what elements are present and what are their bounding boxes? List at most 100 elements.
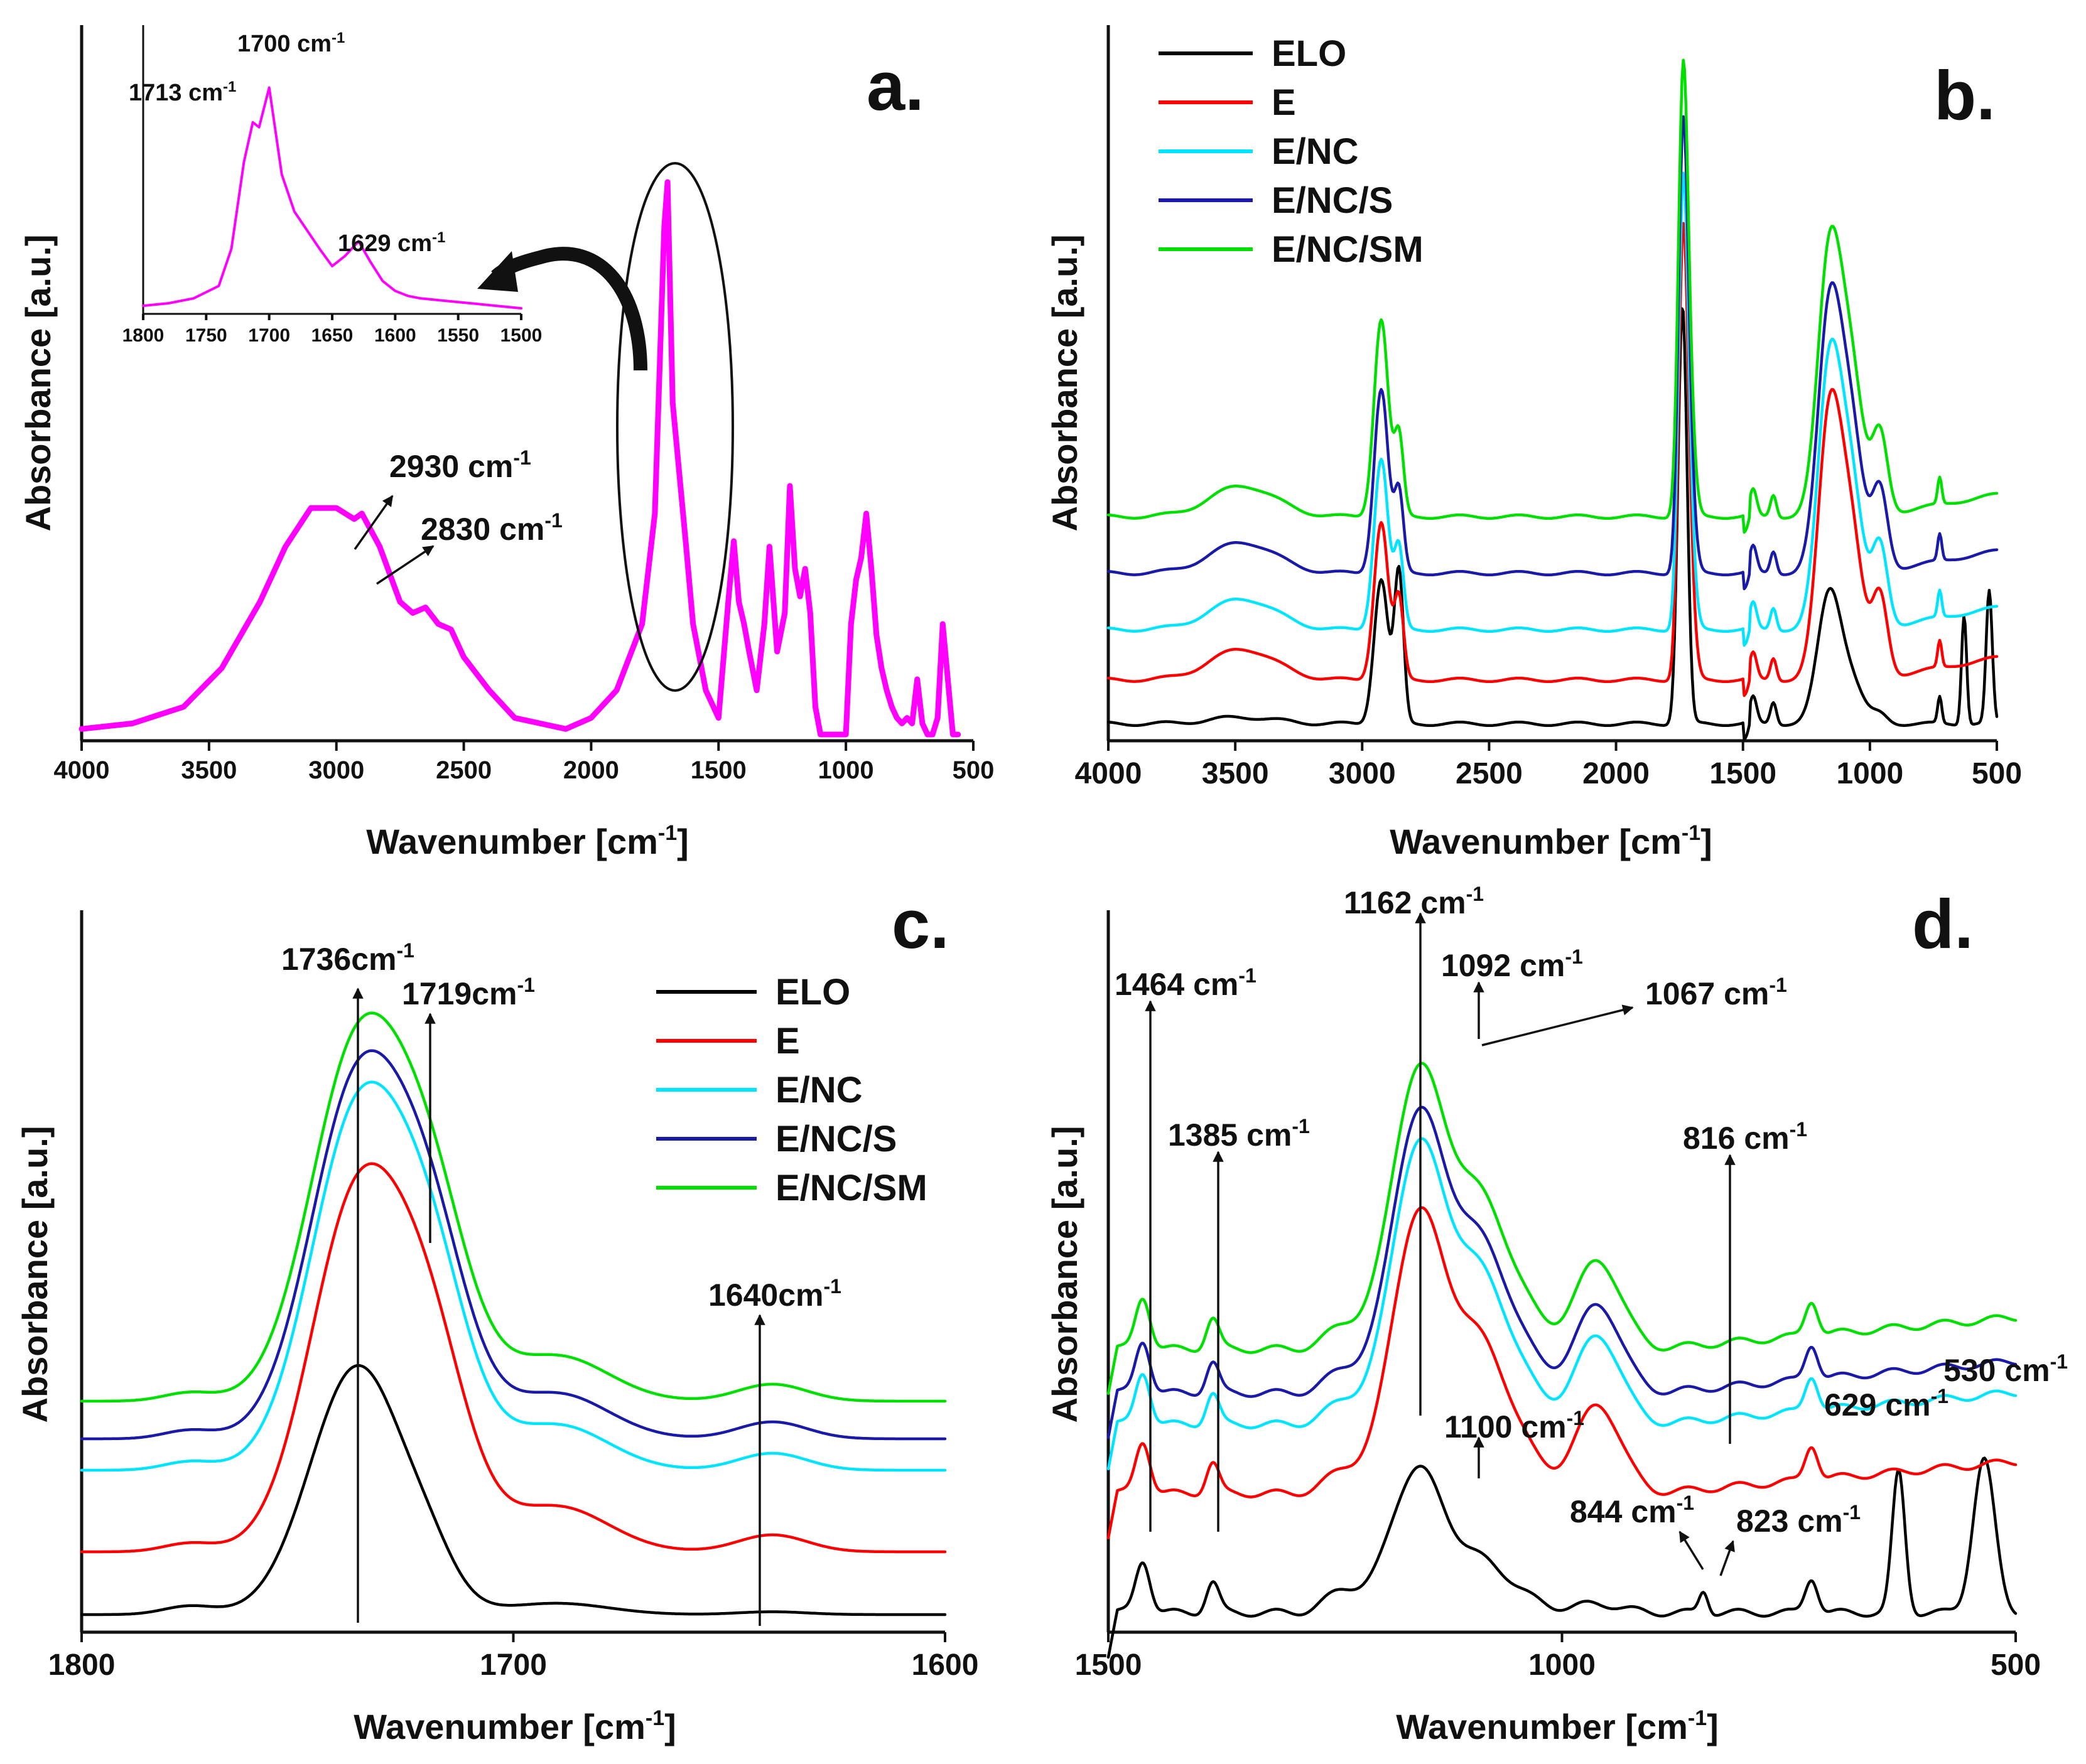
a-highlight-ellipse: [616, 162, 734, 692]
x-tick-label: 3000: [1329, 757, 1396, 790]
x-tick-label: 3500: [181, 756, 237, 784]
x-tick-label: 1750: [185, 325, 227, 346]
d-spectra: [1106, 1062, 2018, 1659]
c-ann-1736: 1736cm-1: [281, 939, 414, 977]
spectrum-elo: [1106, 307, 1999, 741]
inset-ann-1713: 1713 cm-1: [129, 78, 236, 106]
legend-label: ELO: [775, 972, 850, 1013]
d-ann-530: 530 cm-1: [1943, 1350, 2068, 1388]
legend-label: E/NC/S: [1272, 180, 1393, 221]
x-tick-label: 2500: [1456, 757, 1523, 790]
a-arrow-2930: [354, 495, 394, 551]
x-tick-label: 3500: [1202, 757, 1269, 790]
a-xlabel: Wavenumber [cm-1]: [366, 821, 689, 861]
x-tick-label: 1500: [500, 325, 543, 346]
inset-spectrum-line: [142, 86, 522, 310]
spectrum-e-nc-s: [1106, 1105, 2018, 1439]
a-arrow-2830: [376, 545, 435, 585]
legend-label: E: [1272, 82, 1296, 123]
c-ann-1640: 1640cm-1: [708, 1275, 841, 1313]
spectrum-e-nc-sm: [80, 1011, 947, 1403]
x-tick-label: 1550: [437, 325, 479, 346]
spectrum-e-nc-s: [80, 1049, 947, 1441]
panel-a: 4000 3500 3000 2500 2000 1500 1000 500 a. Absor…: [18, 25, 994, 861]
x-tick-label: 1600: [912, 1648, 979, 1682]
x-tick-label: 4000: [1075, 757, 1142, 790]
d-ann-844: 844 cm-1: [1570, 1492, 1694, 1529]
d-ann-1385: 1385 cm-1: [1168, 1115, 1310, 1153]
d-ann-629: 629 cm-1: [1824, 1385, 1948, 1422]
d-ann-1464: 1464 cm-1: [1115, 964, 1256, 1002]
d-ann-1092: 1092 cm-1: [1441, 945, 1583, 983]
legend-label: E: [775, 1021, 800, 1062]
x-tick-label: 2500: [436, 756, 492, 784]
spectrum-e: [1106, 1206, 2018, 1540]
x-tick-label: 2000: [563, 756, 619, 784]
d-ann-823: 823 cm-1: [1736, 1501, 1861, 1539]
d-arrow-823: [1719, 1540, 1735, 1576]
d-panel-label: d.: [1912, 886, 1974, 963]
a-spectrum: [78, 179, 961, 738]
legend-label: E/NC: [775, 1070, 863, 1111]
legend-label: E/NC/SM: [1272, 229, 1424, 270]
a-inset: 1800 1750 1700 1650 1600 1550 1500 1713 cm-1 1…: [122, 25, 543, 346]
spectrum-e-nc-sm: [1106, 1062, 2018, 1396]
x-tick-label: 2000: [1582, 757, 1650, 790]
d-ann-1162: 1162 cm-1: [1344, 883, 1484, 920]
spectrum-elo: [1106, 1456, 2018, 1659]
d-ann-1100: 1100 cm-1: [1444, 1407, 1584, 1444]
c-xlabel: Wavenumber [cm-1]: [354, 1706, 676, 1746]
spectrum-e-nc: [1106, 1137, 2018, 1471]
b-legend: ELO E E/NC E/NC/S E/NC/SM: [1159, 33, 1424, 270]
legend-label: E/NC/SM: [775, 1168, 927, 1208]
c-legend: ELO E E/NC E/NC/S E/NC/SM: [656, 972, 927, 1208]
c-ann-1719: 1719cm-1: [402, 974, 535, 1011]
x-tick-label: 4000: [54, 756, 110, 784]
a-curved-arrow-head: [477, 251, 518, 292]
panel-d: 1500 1000 500 d. Absorbance [a.u.] Wavenum…: [1045, 883, 2068, 1746]
inset-ann-1700: 1700 cm-1: [237, 30, 345, 57]
d-ticks: 1500 1000 500: [1075, 1632, 2041, 1682]
x-tick-label: 1800: [122, 325, 165, 346]
b-ylabel: Absorbance [a.u.]: [1045, 235, 1084, 532]
panel-c: 1800 1700 1600 ELO E E/NC E/NC/S E/NC/SM c. Ab…: [15, 886, 978, 1746]
d-arrow-1067: [1481, 1004, 1634, 1046]
c-ticks: 1800 1700 1600: [48, 1632, 979, 1682]
spectrum-e-nc-sm: [1106, 58, 1999, 534]
x-tick-label: 500: [953, 756, 995, 784]
spectrum-elo: [80, 1363, 947, 1616]
x-tick-label: 1650: [311, 325, 354, 346]
x-tick-label: 1000: [1528, 1648, 1596, 1682]
legend-label: E/NC: [1272, 131, 1359, 172]
legend-label: E/NC/S: [775, 1119, 897, 1159]
spectrum-e: [1106, 222, 1999, 697]
d-ann-816: 816 cm-1: [1683, 1118, 1807, 1156]
x-tick-label: 1800: [48, 1648, 116, 1682]
x-tick-label: 1500: [1709, 757, 1776, 790]
x-tick-label: 1500: [691, 756, 747, 784]
b-ticks: 4000 3500 3000 2500 2000 1500 1000 500: [1075, 741, 2022, 790]
spectrum-e-nc-s: [1106, 115, 1999, 591]
inset-ann-1629: 1629 cm-1: [338, 229, 445, 257]
x-tick-label: 500: [1991, 1648, 2041, 1682]
panel-b: 4000 3500 3000 2500 2000 1500 1000 500 ELO E E/NC…: [1045, 25, 2022, 861]
a-ann-2930: 2930 cm-1: [389, 446, 531, 484]
x-tick-label: 1600: [374, 325, 416, 346]
b-spectra: [1106, 58, 1999, 741]
a-ticks: 4000 3500 3000 2500 2000 1500 1000 500: [54, 741, 995, 784]
c-ylabel: Absorbance [a.u.]: [15, 1126, 55, 1423]
spectrum-e-nc: [80, 1080, 947, 1472]
d-ann-1067: 1067 cm-1: [1645, 974, 1787, 1011]
a-panel-label: a.: [867, 48, 924, 125]
spectrum-e-nc: [1106, 171, 1999, 647]
d-arrow-844: [1678, 1530, 1704, 1570]
c-panel-label: c.: [892, 886, 949, 963]
spectrum-e: [80, 1162, 947, 1554]
b-panel-label: b.: [1934, 57, 1996, 134]
x-tick-label: 3000: [308, 756, 364, 784]
legend-label: ELO: [1272, 33, 1346, 74]
inset-ticks: 1800 1750 1700 1650 1600 1550 1500: [122, 314, 543, 346]
a-ann-2830: 2830 cm-1: [421, 509, 563, 547]
a-ylabel: Absorbance [a.u.]: [18, 235, 58, 532]
